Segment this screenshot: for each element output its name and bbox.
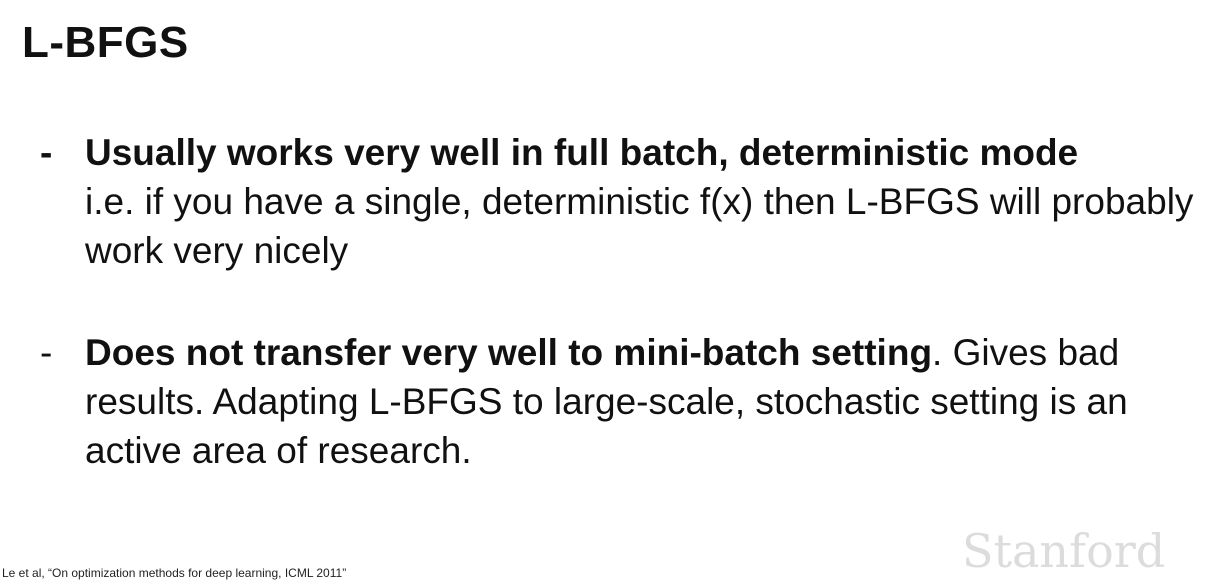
slide-title: L-BFGS (22, 18, 189, 67)
stanford-logo: Stanford (962, 524, 1166, 578)
bullet-marker: - (40, 332, 53, 373)
bullet-detail: i.e. if you have a single, deterministic… (85, 181, 1194, 271)
bullet-emphasis: Usually works very well in full batch, d… (85, 132, 1079, 173)
bullet-emphasis: Does not transfer very well to mini-batc… (85, 332, 933, 373)
bullet-item: - Usually works very well in full batch,… (40, 128, 1220, 275)
citation: Le et al, “On optimization methods for d… (2, 566, 347, 580)
bullet-marker: - (40, 132, 53, 173)
bullet-text: Does not transfer very well to mini-batc… (85, 328, 1220, 475)
bullet-text: Usually works very well in full batch, d… (85, 128, 1220, 275)
bullet-item: - Does not transfer very well to mini-ba… (40, 328, 1220, 475)
bullet-detail: . Gives bad results. Adapting L-BFGS to … (85, 332, 1128, 471)
